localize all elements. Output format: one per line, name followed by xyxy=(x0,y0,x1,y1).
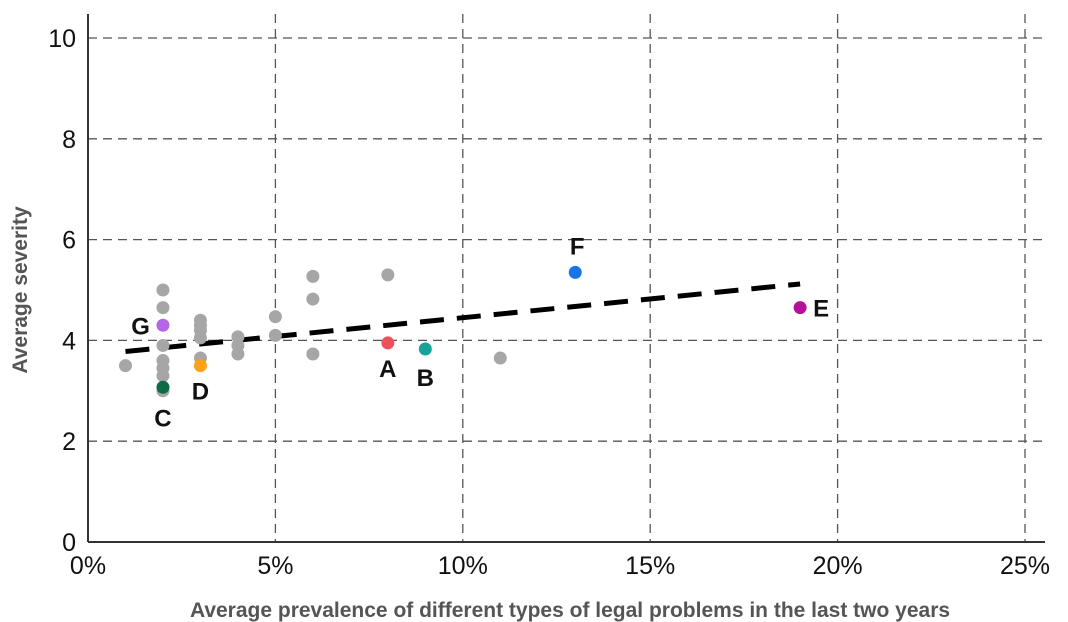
tick-labels: 0 2 4 6 8 10 0% 5% 10% 15% 20% 25% xyxy=(48,25,1050,580)
data-point-e xyxy=(793,301,807,315)
data-point-d xyxy=(193,359,207,373)
data-point-f xyxy=(568,265,582,279)
data-point xyxy=(381,268,395,282)
x-tick-label: 0% xyxy=(70,552,106,580)
data-point xyxy=(156,338,170,352)
x-tick-label: 5% xyxy=(257,552,293,580)
data-point xyxy=(306,269,320,283)
data-point xyxy=(306,347,320,361)
x-tick-label: 15% xyxy=(625,552,675,580)
point-label-e: E xyxy=(813,296,829,323)
point-labels: A B CD E F G xyxy=(131,233,829,432)
grid xyxy=(88,14,1045,542)
data-point xyxy=(193,331,207,345)
trendline xyxy=(125,281,801,354)
data-point xyxy=(493,351,507,365)
axes xyxy=(87,14,1045,543)
y-tick-label: 4 xyxy=(62,327,76,355)
data-point xyxy=(156,369,170,383)
y-tick-label: 2 xyxy=(62,428,76,456)
y-axis-title: Average severity xyxy=(9,206,32,374)
y-tick-label: 6 xyxy=(62,227,76,255)
point-label-f: F xyxy=(570,233,585,260)
data-point-b xyxy=(418,342,432,356)
data-point xyxy=(156,283,170,297)
point-label-c: C xyxy=(154,405,171,432)
point-label-d: D xyxy=(192,379,209,406)
y-tick-label: 10 xyxy=(48,25,76,53)
x-axis-title: Average prevalence of different types of… xyxy=(190,599,950,622)
data-point xyxy=(156,301,170,315)
point-label-b: B xyxy=(417,365,434,392)
x-tick-label: 10% xyxy=(438,552,488,580)
data-points xyxy=(118,265,807,398)
data-point xyxy=(306,292,320,306)
point-label-a: A xyxy=(379,356,396,383)
data-point-g xyxy=(156,318,170,332)
y-tick-label: 8 xyxy=(62,126,76,154)
data-point xyxy=(231,347,245,361)
point-label-g: G xyxy=(131,313,150,340)
data-point xyxy=(118,359,132,373)
x-tick-label: 25% xyxy=(1000,552,1050,580)
x-tick-label: 20% xyxy=(813,552,863,580)
data-point xyxy=(268,328,282,342)
y-tick-label: 0 xyxy=(62,529,76,557)
data-point-c xyxy=(156,380,170,394)
data-point xyxy=(268,310,282,324)
data-point-a xyxy=(381,336,395,350)
trendline-group xyxy=(125,281,801,354)
